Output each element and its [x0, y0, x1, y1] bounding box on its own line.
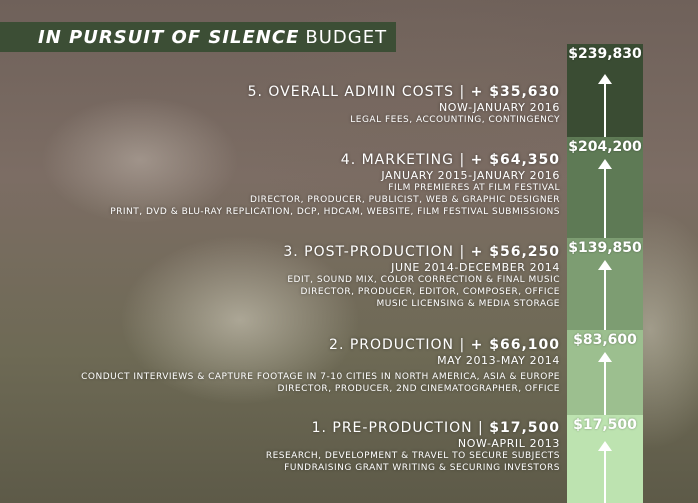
phase-detail: FUNDRAISING GRANT WRITING & SECURING INV… — [284, 463, 560, 473]
phase-heading: 1. PRE-PRODUCTION | $17,500 — [266, 420, 560, 436]
phase-heading: 4. MARKETING | + $64,350 — [110, 152, 560, 168]
phase-dates: JUNE 2014-DECEMBER 2014 — [391, 261, 560, 274]
phase-detail: PRINT, DVD & BLU-RAY REPLICATION, DCP, H… — [110, 207, 560, 217]
phase-dates: MAY 2013-MAY 2014 — [437, 354, 560, 367]
phase-production: 2. PRODUCTION | + $66,100 MAY 2013-MAY 2… — [81, 337, 560, 395]
phase-post-production: 3. POST-PRODUCTION | + $56,250 JUNE 2014… — [283, 244, 560, 310]
phase-dates: JANUARY 2015-JANUARY 2016 — [381, 169, 560, 182]
phase-amount: + $35,630 — [470, 84, 560, 100]
phase-detail: LEGAL FEES, ACCOUNTING, CONTINGENCY — [350, 115, 560, 125]
budget-segment-post-production: $139,850 — [567, 238, 643, 330]
phase-heading: 5. OVERALL ADMIN COSTS | + $35,630 — [248, 84, 560, 100]
phase-title: 3. POST-PRODUCTION | — [283, 244, 466, 260]
phase-title: 5. OVERALL ADMIN COSTS | — [247, 84, 466, 100]
budget-title-film: IN PURSUIT OF SILENCE — [38, 26, 300, 48]
phase-pre-production: 1. PRE-PRODUCTION | $17,500 NOW-APRIL 20… — [266, 420, 560, 474]
phase-heading: 2. PRODUCTION | + $66,100 — [81, 337, 560, 353]
cumulative-amount-pre-production: $17,500 — [573, 417, 637, 433]
up-arrow-icon — [598, 352, 612, 415]
phase-admin: 5. OVERALL ADMIN COSTS | + $35,630 NOW-J… — [248, 84, 560, 126]
phase-dates: NOW-APRIL 2013 — [457, 437, 560, 450]
phase-detail: DIRECTOR, PRODUCER, PUBLICIST, WEB & GRA… — [250, 195, 560, 205]
budget-segment-marketing: $204,200 — [567, 137, 643, 238]
cumulative-amount-admin: $239,830 — [568, 46, 642, 62]
phase-amount: + $66,100 — [470, 337, 560, 353]
up-arrow-icon — [598, 74, 612, 137]
up-arrow-icon — [598, 159, 612, 238]
phase-amount: $17,500 — [489, 420, 560, 436]
phase-detail: CONDUCT INTERVIEWS & CAPTURE FOOTAGE IN … — [81, 372, 560, 382]
phase-detail: DIRECTOR, PRODUCER, 2ND CINEMATOGRAPHER,… — [277, 384, 560, 394]
phase-amount: + $64,350 — [470, 152, 560, 168]
phase-title: 4. MARKETING | — [340, 152, 466, 168]
phase-detail: RESEARCH, DEVELOPMENT & TRAVEL TO SECURE… — [265, 451, 560, 461]
phase-title: 1. PRE-PRODUCTION | — [311, 420, 484, 436]
cumulative-amount-production: $83,600 — [573, 332, 637, 348]
phase-detail: DIRECTOR, PRODUCER, EDITOR, COMPOSER, OF… — [300, 287, 560, 297]
phase-amount: + $56,250 — [470, 244, 560, 260]
cumulative-amount-post-production: $139,850 — [568, 240, 642, 256]
phase-title: 2. PRODUCTION | — [329, 337, 466, 353]
up-arrow-icon — [598, 441, 612, 503]
phase-detail: EDIT, SOUND MIX, COLOR CORRECTION & FINA… — [287, 275, 560, 285]
phase-heading: 3. POST-PRODUCTION | + $56,250 — [283, 244, 560, 260]
budget-segment-production: $83,600 — [567, 330, 643, 415]
budget-segment-admin: $239,830 — [567, 44, 643, 137]
phase-detail: FILM PREMIERES AT FILM FESTIVAL — [388, 183, 560, 193]
budget-title-banner: IN PURSUIT OF SILENCE BUDGET — [0, 22, 396, 52]
phase-dates: NOW-JANUARY 2016 — [438, 101, 560, 114]
budget-title-label: BUDGET — [305, 26, 388, 48]
phase-detail: MUSIC LICENSING & MEDIA STORAGE — [376, 299, 560, 309]
cumulative-amount-marketing: $204,200 — [568, 139, 642, 155]
phase-marketing: 4. MARKETING | + $64,350 JANUARY 2015-JA… — [110, 152, 560, 218]
up-arrow-icon — [598, 260, 612, 330]
budget-segment-pre-production: $17,500 — [567, 415, 643, 503]
